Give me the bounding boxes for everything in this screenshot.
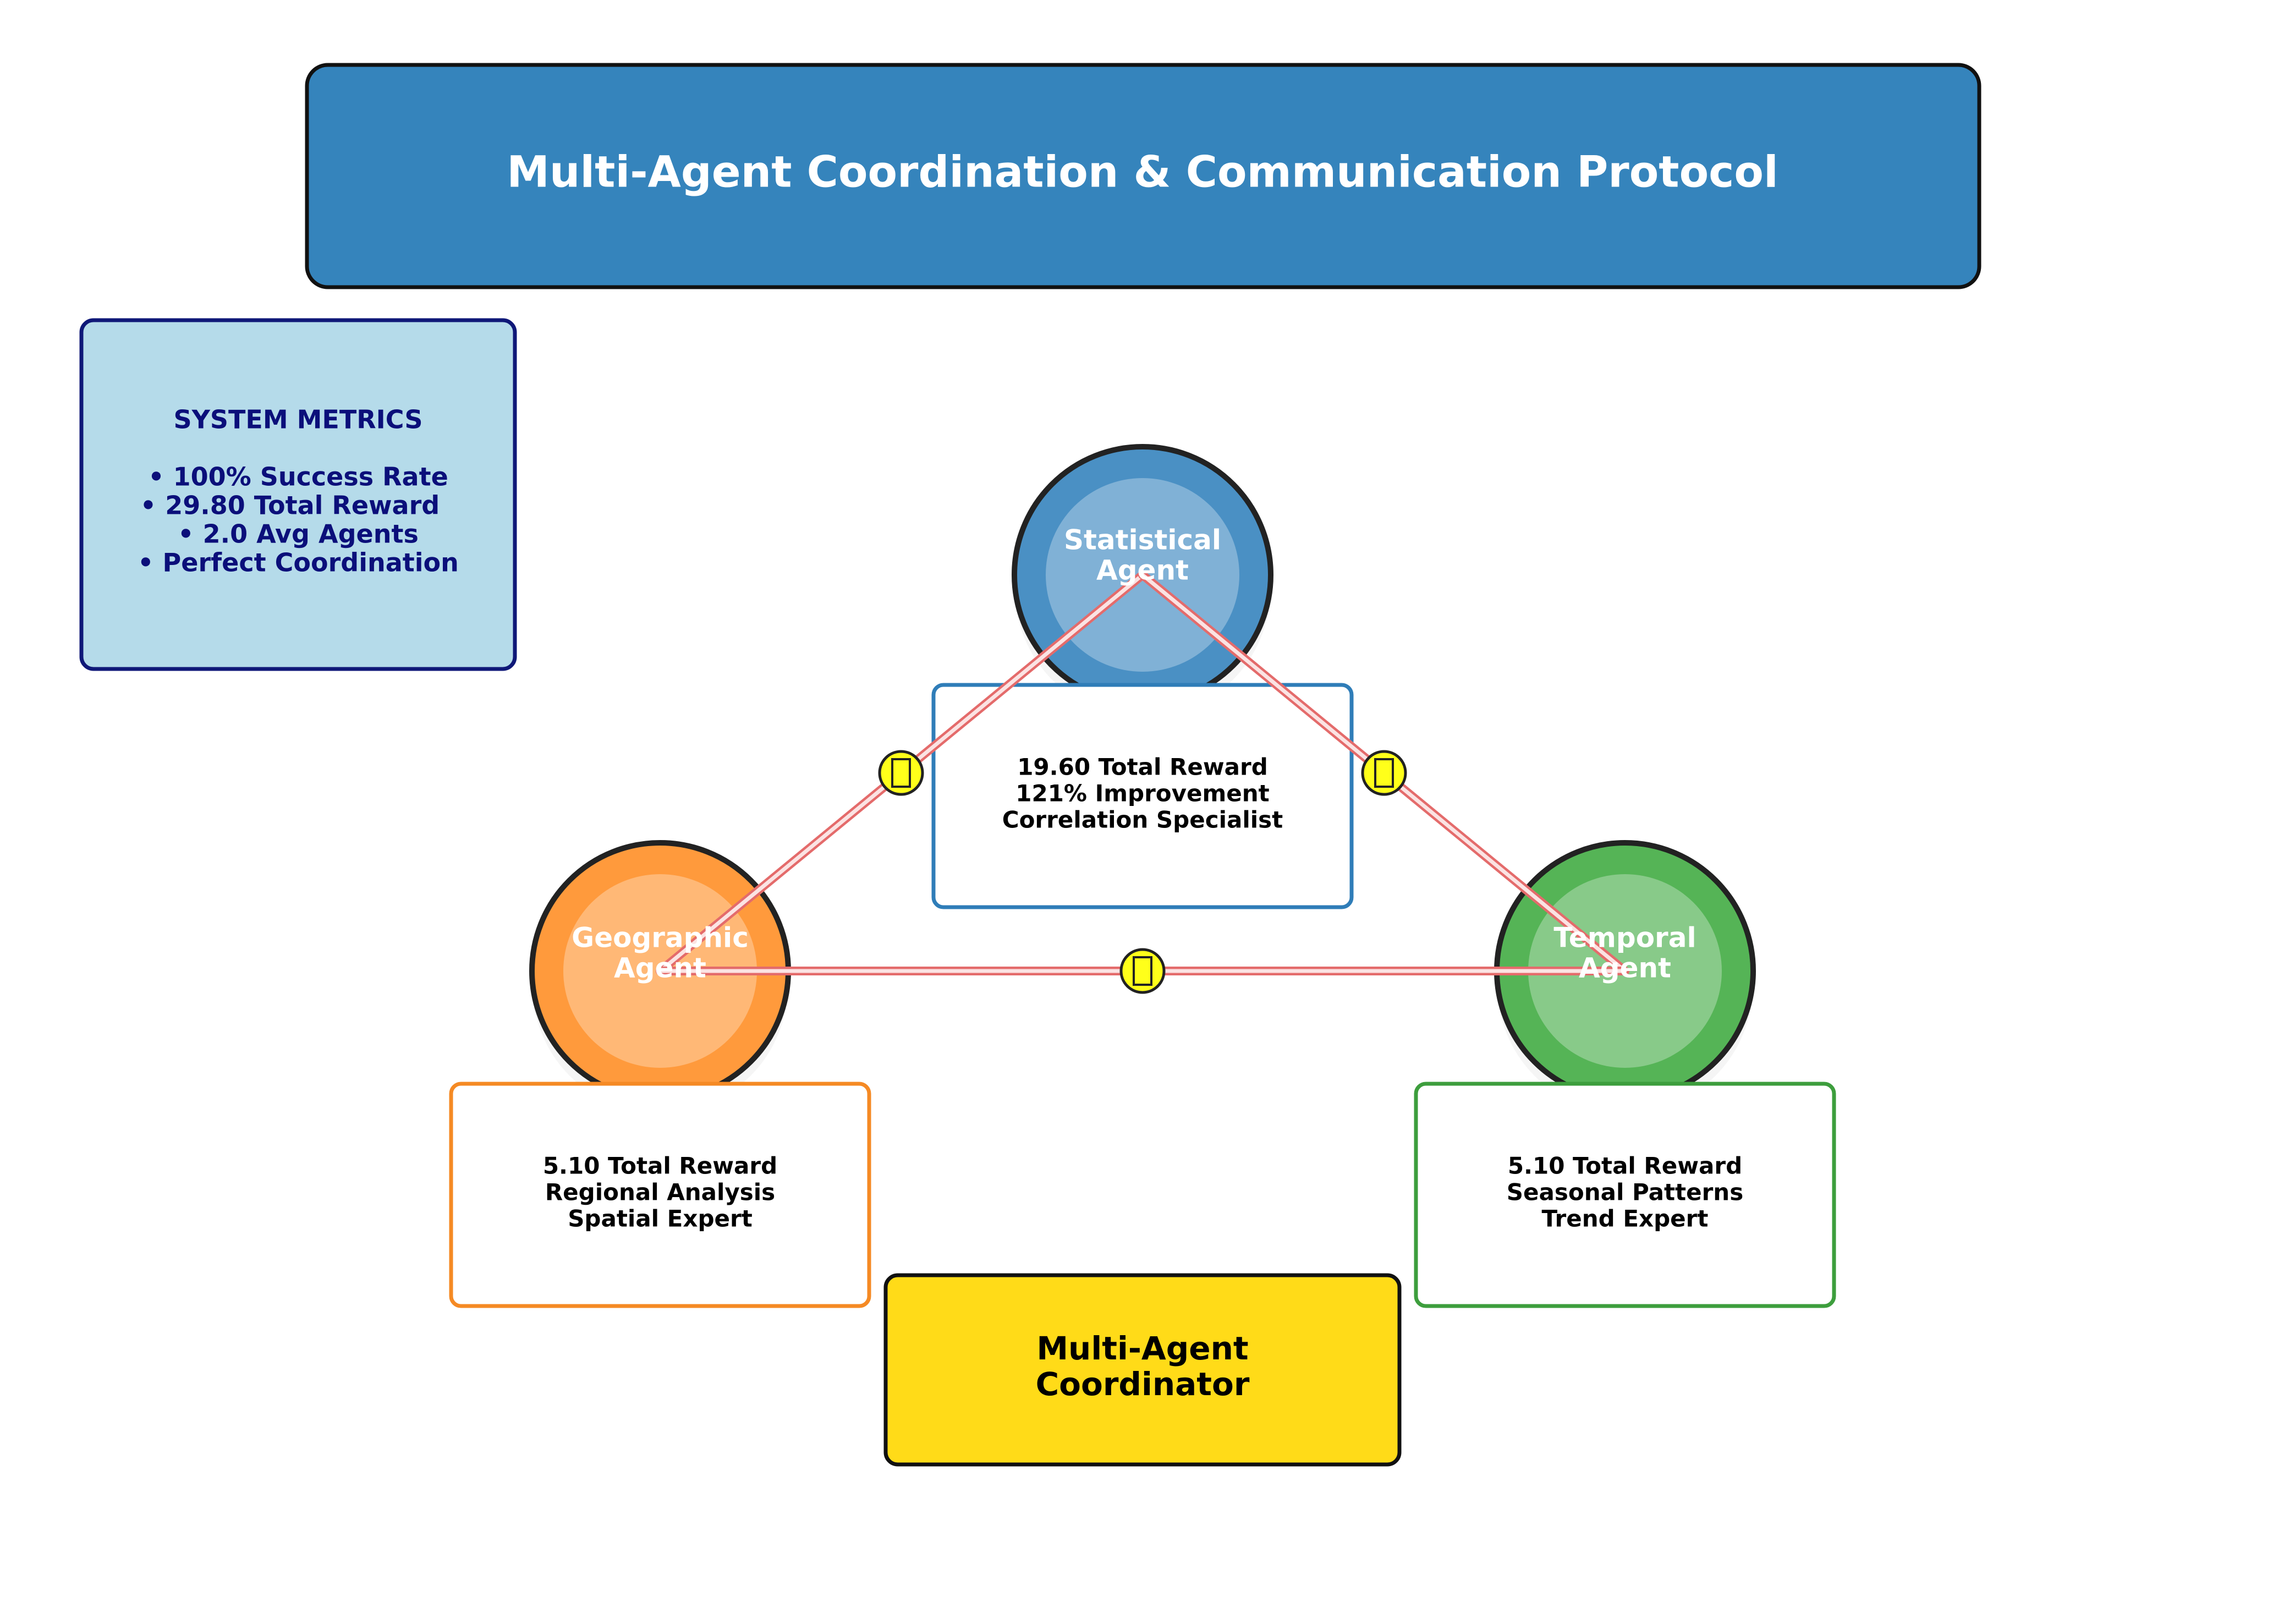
coordinator-label: Coordinator	[1036, 1365, 1250, 1403]
temporal-detail-box: 5.10 Total Reward Seasonal Patterns Tren…	[1414, 1082, 1836, 1308]
statistical-agent-label: Agent	[1096, 555, 1189, 586]
geographic-detail-line: Regional Analysis	[545, 1179, 775, 1206]
temporal-detail-line: 5.10 Total Reward	[1508, 1153, 1742, 1179]
coordinator-label: Multi-Agent	[1036, 1330, 1248, 1367]
metrics-item: • 2.0 Avg Agents	[178, 519, 419, 549]
message-icon	[878, 750, 924, 796]
statistical-agent-label: Statistical	[1064, 524, 1221, 556]
statistical-detail-box: 19.60 Total Reward 121% Improvement Corr…	[931, 683, 1354, 909]
statistical-detail-line: 19.60 Total Reward	[1017, 754, 1268, 781]
metrics-item: • 100% Success Rate	[148, 462, 448, 492]
geographic-detail-line: 5.10 Total Reward	[543, 1153, 777, 1179]
title-banner: Multi-Agent Coordination & Communication…	[305, 63, 1981, 289]
temporal-detail-line: Seasonal Patterns	[1507, 1179, 1743, 1206]
page-title: Multi-Agent Coordination & Communication…	[507, 147, 1778, 197]
metrics-item: • 29.80 Total Reward	[140, 491, 440, 520]
message-icon	[1119, 948, 1166, 994]
geographic-detail-line: Spatial Expert	[568, 1205, 753, 1232]
temporal-detail-line: Trend Expert	[1542, 1205, 1709, 1232]
statistical-detail-line: Correlation Specialist	[1002, 806, 1283, 833]
system-metrics-panel: SYSTEM METRICS • 100% Success Rate • 29.…	[79, 318, 517, 671]
statistical-detail-line: 121% Improvement	[1015, 780, 1270, 807]
geographic-detail-box: 5.10 Total Reward Regional Analysis Spat…	[449, 1082, 871, 1308]
coordinator-box: Multi-Agent Coordinator	[883, 1273, 1402, 1467]
geographic-agent-label: Geographic	[572, 922, 749, 954]
temporal-agent-label: Temporal	[1553, 922, 1696, 954]
metrics-heading: SYSTEM METRICS	[173, 405, 422, 435]
temporal-agent-label: Agent	[1579, 952, 1671, 984]
message-icon	[1361, 750, 1407, 796]
geographic-agent-label: Agent	[614, 952, 706, 984]
metrics-item: • Perfect Coordination	[138, 548, 459, 578]
